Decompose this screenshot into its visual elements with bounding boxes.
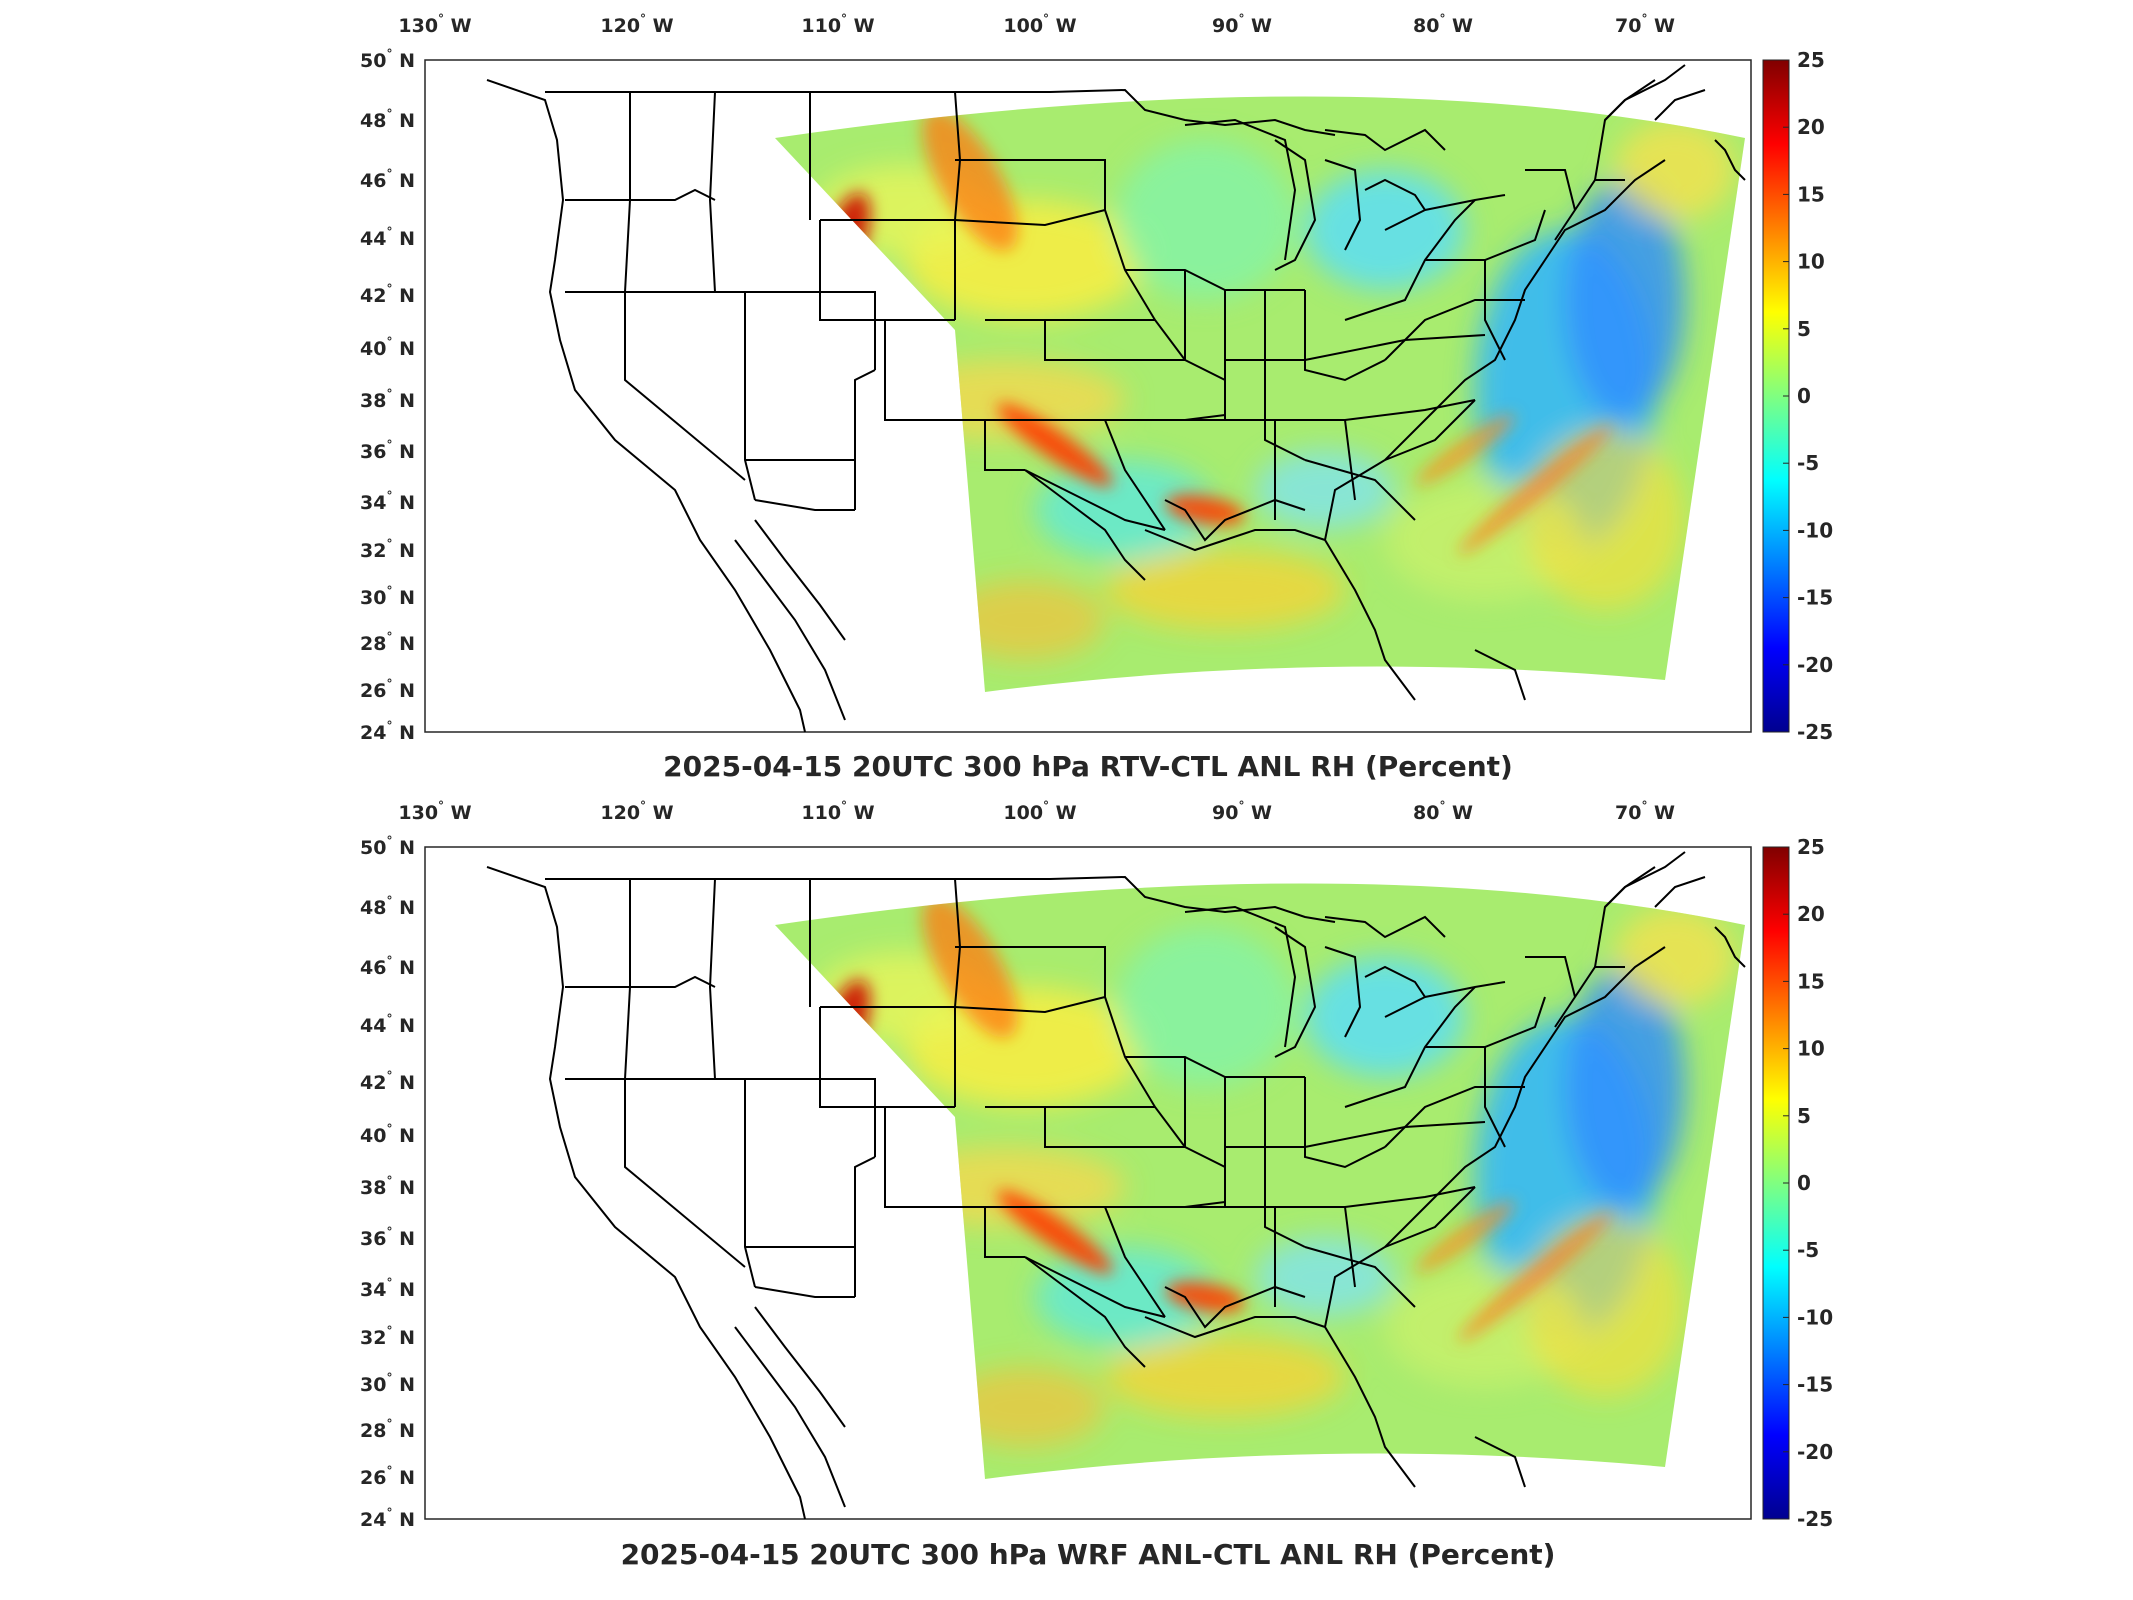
lat-tick-label: 42° N [360,1069,415,1094]
lon-tick-label: 130° W [398,799,471,824]
lon-tick-labels: 130° W 120° W 110° W 100° W 90° W 80° W 70° W [398,799,1675,824]
colorbar-tick-label: 15 [1797,182,1825,206]
lon-tick-label: 110° W [801,12,874,37]
lon-tick-label: 100° W [1003,12,1076,37]
lat-tick-label: 50° N [360,834,415,859]
lat-tick-label: 42° N [360,282,415,307]
colorbar-tick-label: 10 [1797,250,1825,274]
colorbar-tick-label: -5 [1797,1238,1819,1262]
lat-tick-labels: 50° N 48° N 46° N 44° N 42° N 40° N 38° N 36° N… [360,47,415,744]
colorbar-tick-label: -25 [1797,720,1833,744]
colorbar-tick-label: -25 [1797,1507,1833,1531]
colorbar-tick-label: -20 [1797,653,1833,677]
panel-title: 2025-04-15 20UTC 300 hPa RTV-CTL ANL RH … [663,750,1513,783]
lat-tick-label: 50° N [360,47,415,72]
panel-rtv-ctl: 130° W 120° W 110° W 100° W 90° W 80° W 70° W … [360,12,1833,783]
colorbar-tick-label: 5 [1797,1104,1811,1128]
colorbar-tick-label: 20 [1797,902,1825,926]
colorbar-tick-label: 25 [1797,48,1825,72]
lat-tick-label: 48° N [360,107,415,132]
lat-tick-label: 38° N [360,387,415,412]
colorbar-tick-label: 5 [1797,317,1811,341]
colorbar-tick-label: 10 [1797,1037,1825,1061]
lon-tick-label: 110° W [801,799,874,824]
colorbar-tick-label: 0 [1797,1171,1811,1195]
lat-tick-labels: 50° N 48° N 46° N 44° N 42° N 40° N 38° N 36° N… [360,834,415,1531]
lon-tick-label: 70° W [1615,799,1675,824]
lon-tick-label: 90° W [1212,799,1272,824]
colorbar-tick-label: -20 [1797,1440,1833,1464]
lat-tick-label: 48° N [360,894,415,919]
lon-tick-label: 120° W [600,799,673,824]
lat-tick-label: 24° N [360,1506,415,1531]
lat-tick-label: 46° N [360,954,415,979]
lat-tick-label: 46° N [360,167,415,192]
colorbar: 25 20 15 10 5 0 -5 -10 -15 -20 -25 [1762,48,1833,744]
lat-tick-label: 32° N [360,537,415,562]
map-plot-area [424,846,1752,1520]
map-plot-area [424,59,1752,733]
lat-tick-label: 26° N [360,677,415,702]
lat-tick-label: 32° N [360,1324,415,1349]
lon-tick-label: 70° W [1615,12,1675,37]
lat-tick-label: 44° N [360,225,415,250]
lat-tick-label: 36° N [360,438,415,463]
colorbar-tick-label: -15 [1797,586,1833,610]
lat-tick-label: 44° N [360,1012,415,1037]
lat-tick-label: 30° N [360,584,415,609]
colorbar-tick-label: -15 [1797,1373,1833,1397]
lat-tick-label: 28° N [360,630,415,655]
lat-tick-label: 34° N [360,1276,415,1301]
lat-tick-label: 30° N [360,1371,415,1396]
panel-wrf-ctl: 130° W 120° W 110° W 100° W 90° W 80° W 70° W … [360,799,1833,1571]
lat-tick-label: 36° N [360,1225,415,1250]
colorbar-tick-label: 25 [1797,835,1825,859]
panel-title: 2025-04-15 20UTC 300 hPa WRF ANL-CTL ANL… [621,1538,1556,1571]
lat-tick-label: 28° N [360,1417,415,1442]
colorbar-tick-label: -5 [1797,451,1819,475]
colorbar-tick-label: 20 [1797,115,1825,139]
colorbar-tick-label: -10 [1797,1305,1833,1329]
colorbar-tick-label: 0 [1797,384,1811,408]
lat-tick-label: 34° N [360,489,415,514]
lon-tick-label: 120° W [600,12,673,37]
lon-tick-label: 80° W [1413,12,1473,37]
lat-tick-label: 26° N [360,1464,415,1489]
colorbar-tick-label: 15 [1797,969,1825,993]
lon-tick-labels: 130° W 120° W 110° W 100° W 90° W 80° W 70° W [398,12,1675,37]
lat-tick-label: 38° N [360,1174,415,1199]
lat-tick-label: 40° N [360,1122,415,1147]
lat-tick-label: 24° N [360,719,415,744]
colorbar: 25 20 15 10 5 0 -5 -10 -15 -20 -25 [1762,835,1833,1531]
lon-tick-label: 100° W [1003,799,1076,824]
lon-tick-label: 80° W [1413,799,1473,824]
lon-tick-label: 90° W [1212,12,1272,37]
lat-tick-label: 40° N [360,335,415,360]
lon-tick-label: 130° W [398,12,471,37]
colorbar-tick-label: -10 [1797,518,1833,542]
